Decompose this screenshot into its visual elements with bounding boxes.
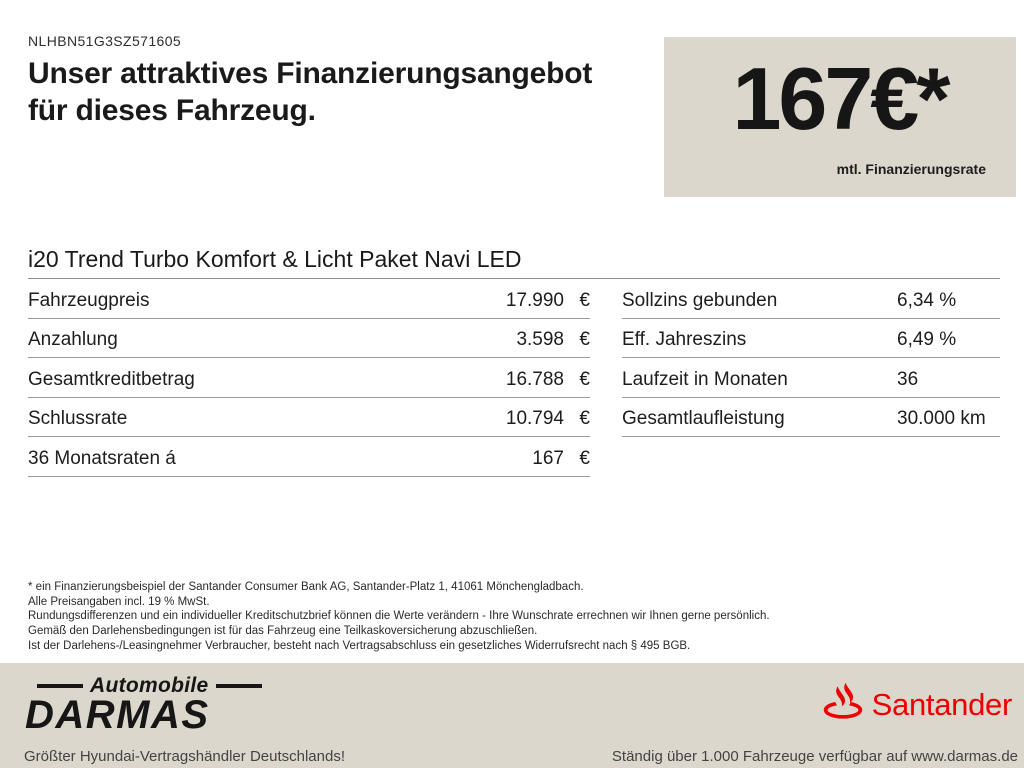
darmas-logo: Automobile DARMAS: [25, 674, 262, 735]
vehicle-model-title: i20 Trend Turbo Komfort & Licht Paket Na…: [28, 246, 1000, 279]
row-unit: €: [579, 447, 590, 469]
santander-flame-icon: [822, 682, 864, 727]
row-label: Fahrzeugpreis: [28, 289, 150, 311]
row-unit: €: [579, 329, 590, 350]
bank-tagline: Ständig über 1.000 Fahrzeuge verfügbar a…: [611, 748, 1018, 765]
disclaimer: * ein Finanzierungsbeispiel der Santande…: [28, 580, 988, 654]
monthly-rate-value: 167€*: [732, 49, 950, 148]
row-value: 30.000 km: [897, 408, 986, 429]
logo-rule-left: [37, 684, 83, 688]
table-row-schlussrate: Schlussrate 10.794 €: [28, 398, 590, 437]
row-label: Eff. Jahreszins: [622, 329, 747, 350]
table-row-jahreszins: Eff. Jahreszins 6,49 %: [622, 319, 1000, 358]
footer: Automobile DARMAS Größter Hyundai-Vertra…: [0, 663, 1024, 768]
table-row-laufzeit: Laufzeit in Monaten 36: [622, 358, 1000, 398]
darmas-logo-wordmark: DARMAS: [25, 693, 210, 737]
row-value: 167: [532, 447, 564, 469]
disclaimer-line: * ein Finanzierungsbeispiel der Santande…: [28, 581, 584, 593]
row-label: Laufzeit in Monaten: [622, 368, 788, 390]
row-unit: €: [579, 289, 590, 311]
financing-table: Fahrzeugpreis 17.990 € Anzahlung 3.598 €…: [28, 279, 590, 477]
monthly-rate-caption: mtl. Finanzierungsrate: [836, 161, 986, 177]
row-value: 36: [897, 368, 919, 390]
row-value: 17.990: [505, 289, 564, 311]
row-label: Gesamtlaufleistung: [622, 408, 785, 429]
row-unit: €: [579, 368, 590, 390]
page-title-line1: Unser attraktives Finanzierungsangebot: [28, 57, 593, 90]
page-title-line2: für dieses Fahrzeug.: [28, 94, 316, 127]
table-row-gesamtlaufleistung: Gesamtlaufleistung 30.000 km: [622, 398, 1000, 437]
row-label: 36 Monatsraten á: [28, 447, 176, 469]
row-value: 6,34 %: [897, 289, 957, 311]
row-value: 10.794: [505, 408, 564, 429]
row-value: 16.788: [505, 368, 564, 390]
disclaimer-line: Alle Preisangaben incl. 19 % MwSt.: [28, 595, 210, 608]
row-label: Sollzins gebunden: [622, 289, 778, 311]
vehicle-vin: NLHBN51G3SZ571605: [28, 33, 182, 49]
monthly-rate-box: 167€* mtl. Finanzierungsrate: [664, 37, 1016, 197]
page-title: Unser attraktives Finanzierungsangebot f…: [28, 55, 592, 129]
logo-rule-right: [215, 684, 262, 688]
santander-logo: Santander: [822, 682, 1012, 727]
table-row-fahrzeugpreis: Fahrzeugpreis 17.990 €: [28, 279, 590, 319]
row-label: Gesamtkreditbetrag: [28, 368, 195, 390]
disclaimer-line: Rundungsdifferenzen und ein individuelle…: [28, 610, 770, 623]
santander-wordmark: Santander: [871, 686, 1013, 722]
row-label: Anzahlung: [28, 329, 118, 350]
row-value: 3.598: [516, 329, 564, 350]
row-value: 6,49 %: [897, 329, 957, 350]
conditions-table: Sollzins gebunden 6,34 % Eff. Jahreszins…: [622, 279, 1000, 437]
table-row-monatsraten: 36 Monatsraten á 167 €: [28, 437, 590, 477]
row-unit: €: [579, 408, 590, 429]
table-row-sollzins: Sollzins gebunden 6,34 %: [622, 279, 1000, 319]
table-row-anzahlung: Anzahlung 3.598 €: [28, 319, 590, 358]
table-row-gesamtkreditbetrag: Gesamtkreditbetrag 16.788 €: [28, 358, 590, 398]
disclaimer-line: Gemäß den Darlehensbedingungen ist für d…: [28, 625, 538, 638]
disclaimer-line: Ist der Darlehens-/Leasingnehmer Verbrau…: [28, 639, 691, 652]
darmas-logo-automobile: Automobile: [90, 674, 209, 697]
row-label: Schlussrate: [28, 408, 128, 429]
dealer-tagline: Größter Hyundai-Vertragshändler Deutschl…: [24, 748, 345, 765]
darmas-logo-top: Automobile: [37, 674, 262, 698]
